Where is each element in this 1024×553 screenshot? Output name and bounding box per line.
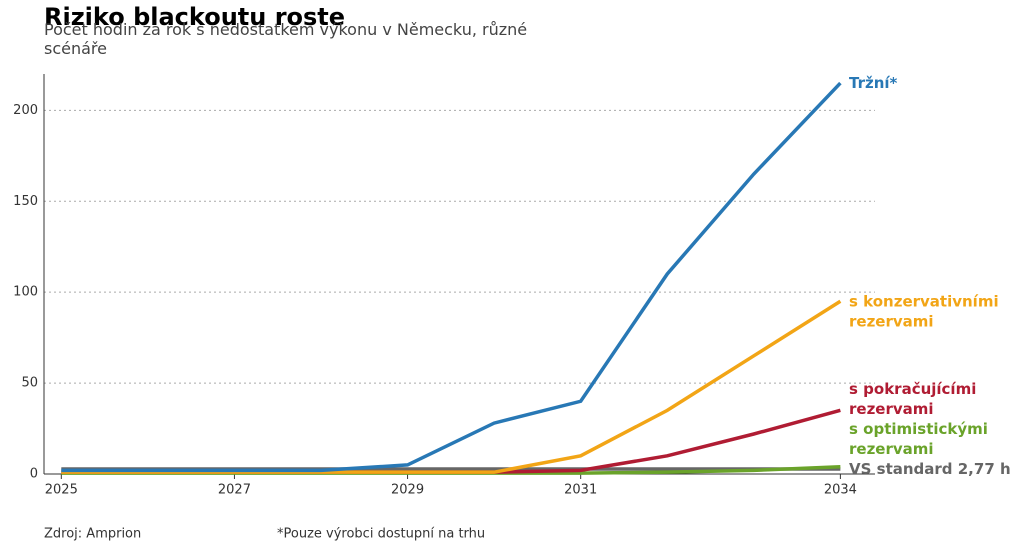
series-label: Tržní* [849, 74, 898, 92]
x-tick-label: 2027 [218, 483, 251, 498]
series-label: s pokračujícími rezervami [849, 379, 976, 417]
chart-subtitle: Počet hodin za rok s nedostatkem výkonu … [44, 20, 527, 58]
y-tick-label: 0 [30, 467, 38, 482]
series-label: s optimistickými rezervami [849, 419, 988, 457]
series-line [61, 408, 841, 474]
y-tick-label: 50 [21, 376, 38, 391]
y-tick-label: 100 [13, 285, 38, 300]
x-tick-label: 2025 [45, 483, 78, 498]
x-tick-label: 2034 [824, 483, 857, 498]
y-tick-label: 150 [13, 194, 38, 209]
y-tick-label: 200 [13, 103, 38, 118]
chart-title: Riziko blackoutu roste [44, 3, 345, 31]
series-line [61, 299, 842, 474]
series-line [61, 81, 842, 473]
note: *Pouze výrobci dostupní na trhu [277, 527, 485, 542]
series-label: s konzervativními rezervami [849, 292, 999, 330]
source: Zdroj: Amprion [44, 527, 141, 542]
x-tick-label: 2031 [564, 483, 597, 498]
series-label: VS standard 2,77 h [849, 459, 1011, 477]
x-tick-label: 2029 [391, 483, 424, 498]
